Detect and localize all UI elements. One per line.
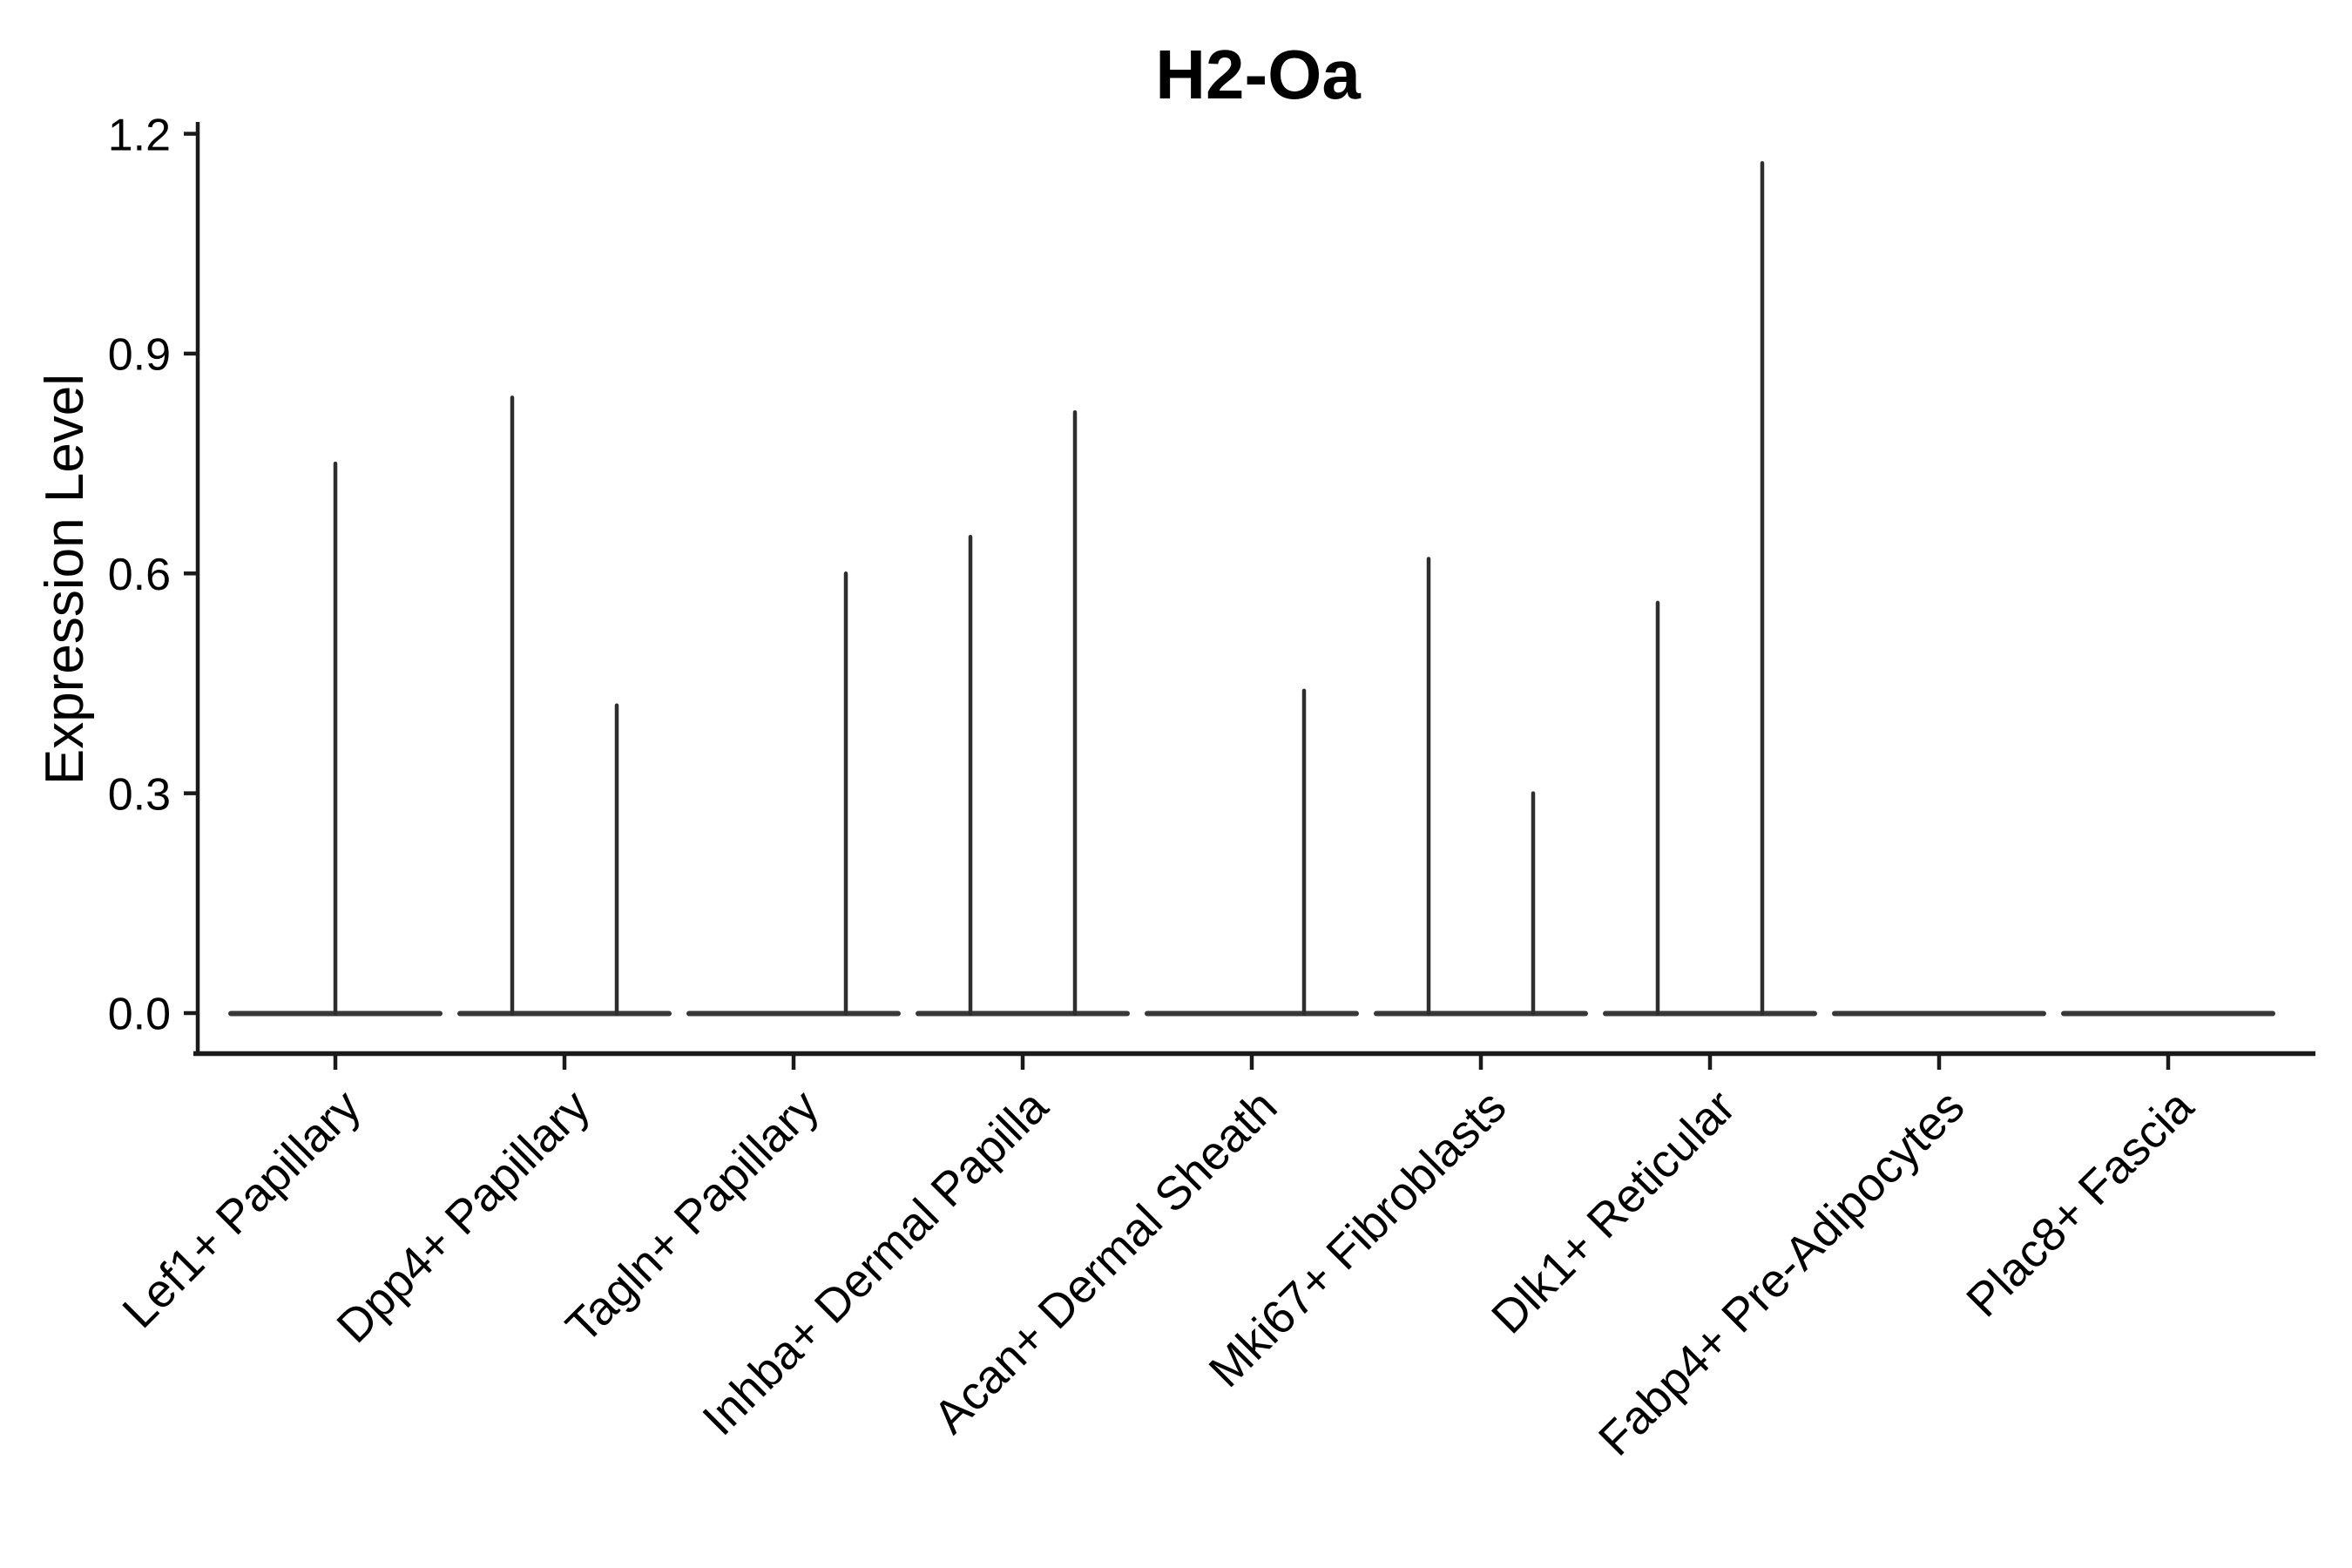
y-tick-label: 0.9 [108, 330, 171, 381]
y-tick-label: 0.0 [108, 990, 171, 1040]
chart-title: H2-Oa [1155, 36, 1361, 113]
y-tick-label: 1.2 [108, 110, 171, 160]
x-tick-label: Fabp4+ Pre-Adipocytes [1589, 1080, 1975, 1466]
x-tick-label: Tagln+ Papillary [556, 1080, 828, 1353]
y-axis-label: Expression Level [35, 374, 95, 785]
x-tick-label: Dpp4+ Papillary [327, 1080, 599, 1353]
violins-layer [228, 160, 2275, 1017]
x-tick-label: Dlk1+ Reticular [1482, 1080, 1745, 1343]
x-tick-label: Plac8+ Fascia [1957, 1079, 2204, 1327]
y-tick-label: 0.6 [108, 550, 171, 600]
axes-layer [184, 122, 2315, 1070]
x-tick-label: Lef1+ Papillary [112, 1080, 370, 1338]
y-tick-label: 0.3 [108, 769, 171, 820]
